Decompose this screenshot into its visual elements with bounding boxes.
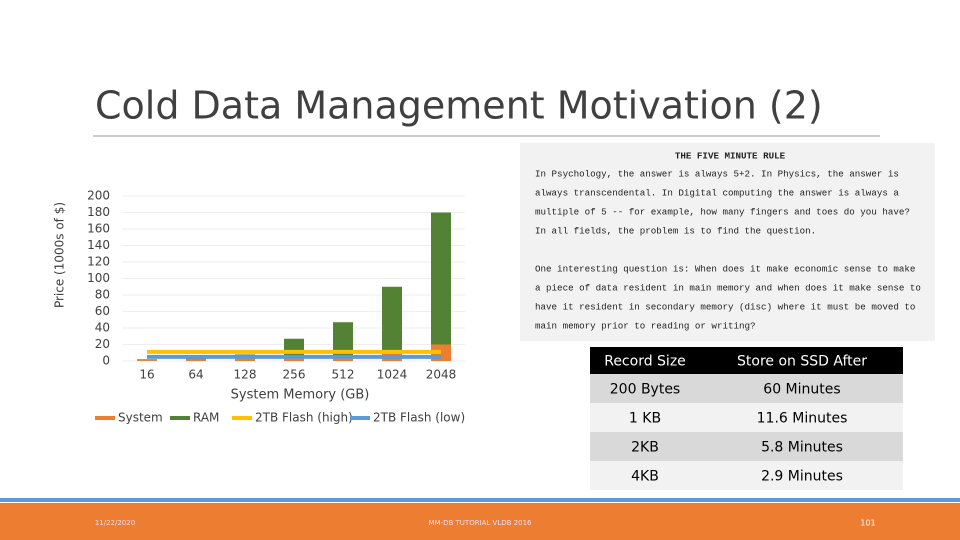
table-cell: 200 Bytes	[610, 382, 680, 398]
bar-segment	[382, 286, 402, 353]
x-tick-label: 512	[332, 368, 355, 382]
rule-line: In Psychology, the answer is always 5+2.…	[535, 168, 899, 179]
rule-line: always transcendental. In Digital comput…	[535, 187, 899, 198]
bar-segment	[137, 360, 157, 361]
y-tick-label: 0	[102, 354, 110, 368]
rule-line: multiple of 5 -- for example, how many f…	[535, 206, 910, 217]
x-tick-label: 16	[139, 368, 154, 382]
table-row-bg	[590, 432, 903, 461]
bar-segment	[186, 359, 206, 361]
legend-swatch	[95, 416, 115, 420]
legend-swatch	[170, 416, 190, 420]
table-row-bg	[590, 374, 903, 403]
x-tick-label: 128	[234, 368, 257, 382]
footer-center: MM-DB TUTORIAL VLDB 2016	[429, 519, 533, 527]
table-cell: 2.9 Minutes	[761, 469, 843, 485]
legend-label: 2TB Flash (low)	[373, 411, 465, 425]
bar-segment	[431, 212, 451, 345]
legend-swatch	[232, 416, 252, 420]
bar-segment	[333, 322, 353, 357]
table-cell: 5.8 Minutes	[761, 440, 843, 456]
legend-label: System	[118, 411, 163, 425]
y-tick-label: 100	[87, 271, 110, 285]
table-cell: 11.6 Minutes	[757, 411, 848, 427]
y-tick-label: 180	[87, 205, 110, 219]
rule-line: have it resident in secondary memory (di…	[535, 301, 915, 312]
y-tick-label: 140	[87, 238, 110, 252]
rule-line: main memory prior to reading or writing?	[535, 320, 756, 331]
bar-segment	[235, 358, 255, 361]
rule-title: THE FIVE MINUTE RULE	[675, 150, 786, 161]
table-cell: 4KB	[631, 469, 659, 485]
x-tick-label: 64	[188, 368, 203, 382]
bar-segment	[333, 356, 353, 361]
y-tick-label: 200	[87, 189, 110, 203]
legend-label: 2TB Flash (high)	[255, 411, 353, 425]
rule-line: One interesting question is: When does i…	[535, 263, 915, 274]
y-tick-label: 20	[95, 337, 110, 351]
table-header-cell: Store on SSD After	[737, 354, 867, 370]
bar-segment	[137, 359, 157, 361]
footer-band	[0, 503, 960, 540]
table-cell: 1 KB	[629, 411, 661, 427]
rule-line: In all fields, the problem is to find th…	[535, 225, 816, 236]
y-tick-label: 160	[87, 222, 110, 236]
legend-label: RAM	[193, 411, 219, 425]
y-tick-label: 60	[95, 304, 110, 318]
y-tick-label: 120	[87, 255, 110, 269]
x-tick-label: 2048	[426, 368, 457, 382]
table-header-cell: Record Size	[604, 354, 686, 370]
bar-segment	[284, 356, 304, 361]
y-axis-label: Price (1000s of $)	[53, 202, 67, 308]
footer-date: 11/22/2020	[95, 519, 135, 527]
rule-text-box	[520, 143, 935, 341]
rule-line: a piece of data resident in main memory …	[535, 282, 921, 293]
x-axis-label: System Memory (GB)	[231, 388, 370, 403]
table-row-bg	[590, 461, 903, 490]
legend-swatch	[350, 416, 370, 420]
bar-segment	[284, 338, 304, 357]
y-tick-label: 80	[95, 288, 110, 302]
x-tick-label: 1024	[377, 368, 408, 382]
page-number: 101	[860, 519, 875, 528]
table-header-bg	[590, 347, 903, 374]
table-cell: 60 Minutes	[763, 382, 840, 398]
table-cell: 2KB	[631, 440, 659, 456]
slide-title: Cold Data Management Motivation (2)	[95, 84, 823, 128]
table-row-bg	[590, 403, 903, 432]
y-tick-label: 40	[95, 321, 110, 335]
x-tick-label: 256	[283, 368, 306, 382]
